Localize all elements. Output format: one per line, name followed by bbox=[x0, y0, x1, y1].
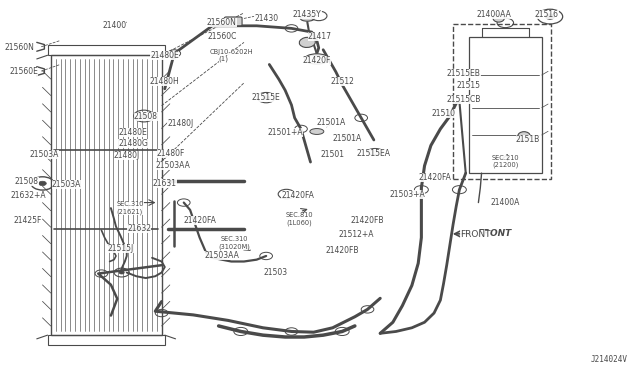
Text: 21400A: 21400A bbox=[491, 198, 520, 207]
Bar bbox=[47, 45, 164, 55]
Text: 21560N: 21560N bbox=[4, 44, 34, 52]
Text: 21512+A: 21512+A bbox=[339, 230, 374, 239]
Text: 21417: 21417 bbox=[308, 32, 332, 41]
Text: 21480H: 21480H bbox=[150, 77, 180, 86]
Text: 21425F: 21425F bbox=[13, 217, 42, 225]
FancyBboxPatch shape bbox=[225, 17, 242, 26]
Circle shape bbox=[119, 271, 124, 274]
Text: 21501A: 21501A bbox=[317, 118, 346, 127]
Text: (1): (1) bbox=[219, 56, 228, 62]
Text: 21501: 21501 bbox=[321, 150, 345, 159]
Text: 21400: 21400 bbox=[102, 21, 126, 30]
Text: 21503AA: 21503AA bbox=[156, 160, 191, 170]
Ellipse shape bbox=[300, 16, 314, 21]
Text: SEC.810
(1L060): SEC.810 (1L060) bbox=[286, 212, 314, 226]
Text: 21420F: 21420F bbox=[303, 56, 331, 65]
Text: J214024V: J214024V bbox=[590, 355, 627, 363]
Text: 21420FB: 21420FB bbox=[351, 217, 384, 225]
Ellipse shape bbox=[305, 54, 329, 64]
Text: 21435Y: 21435Y bbox=[293, 10, 322, 19]
Text: CBJ10-6202H: CBJ10-6202H bbox=[209, 49, 253, 55]
Text: 21503A: 21503A bbox=[29, 150, 59, 159]
Bar bbox=[453, 24, 551, 179]
Circle shape bbox=[141, 114, 147, 118]
Text: 21515E: 21515E bbox=[252, 93, 280, 102]
Circle shape bbox=[38, 181, 46, 186]
Text: FRONT: FRONT bbox=[460, 230, 490, 239]
Text: 21512: 21512 bbox=[330, 77, 354, 86]
Text: 21420FA: 21420FA bbox=[419, 173, 452, 182]
Text: SEC.310
(31020M): SEC.310 (31020M) bbox=[218, 236, 250, 250]
Text: 21420FB: 21420FB bbox=[325, 246, 359, 255]
Text: 21503AA: 21503AA bbox=[204, 251, 239, 260]
Text: 21515EB: 21515EB bbox=[447, 69, 481, 78]
Text: 21632: 21632 bbox=[127, 224, 152, 233]
Text: 21480F: 21480F bbox=[157, 149, 186, 158]
Ellipse shape bbox=[367, 148, 383, 155]
Text: 21480E: 21480E bbox=[150, 51, 179, 60]
Ellipse shape bbox=[300, 37, 316, 48]
Bar bbox=[469, 37, 541, 173]
Text: 21515: 21515 bbox=[457, 81, 481, 90]
Text: 21503: 21503 bbox=[264, 268, 288, 277]
Text: 21420FA: 21420FA bbox=[282, 191, 314, 200]
Text: 21632+A: 21632+A bbox=[11, 191, 46, 200]
Circle shape bbox=[263, 96, 269, 99]
Text: 2151B: 2151B bbox=[516, 135, 540, 144]
Ellipse shape bbox=[493, 14, 504, 22]
Bar bbox=[51, 55, 161, 335]
Ellipse shape bbox=[518, 132, 531, 141]
Text: SEC.310
(21621): SEC.310 (21621) bbox=[116, 201, 143, 215]
Text: FRONT: FRONT bbox=[478, 230, 512, 238]
Text: 21400AA: 21400AA bbox=[477, 10, 511, 19]
Text: 21501+A: 21501+A bbox=[268, 128, 303, 137]
Text: 21508: 21508 bbox=[134, 112, 157, 121]
Text: 21508: 21508 bbox=[15, 177, 38, 186]
Text: 21480J: 21480J bbox=[114, 151, 140, 160]
Ellipse shape bbox=[310, 129, 324, 134]
Text: 21420FA: 21420FA bbox=[183, 217, 216, 225]
Text: 21480G: 21480G bbox=[118, 139, 148, 148]
Text: 21510: 21510 bbox=[431, 109, 456, 118]
Text: 21631: 21631 bbox=[153, 179, 177, 188]
Text: 21515EA: 21515EA bbox=[357, 149, 391, 158]
Text: 21560E: 21560E bbox=[9, 67, 38, 76]
Bar bbox=[47, 335, 164, 346]
Text: 21501A: 21501A bbox=[333, 134, 362, 143]
Text: 21515CB: 21515CB bbox=[447, 95, 481, 104]
Text: 21480J: 21480J bbox=[168, 119, 194, 128]
Ellipse shape bbox=[342, 134, 355, 140]
Text: 21430: 21430 bbox=[254, 14, 278, 23]
Text: 21560C: 21560C bbox=[207, 32, 236, 41]
Text: 21503+A: 21503+A bbox=[390, 190, 426, 199]
Text: SEC.210
(21200): SEC.210 (21200) bbox=[492, 155, 520, 168]
Text: 21480E: 21480E bbox=[118, 128, 147, 137]
Text: 21503A: 21503A bbox=[52, 180, 81, 189]
Text: 21560N: 21560N bbox=[207, 17, 237, 27]
Text: 21515J: 21515J bbox=[108, 244, 134, 253]
Circle shape bbox=[545, 14, 554, 19]
Text: 21516: 21516 bbox=[535, 10, 559, 19]
